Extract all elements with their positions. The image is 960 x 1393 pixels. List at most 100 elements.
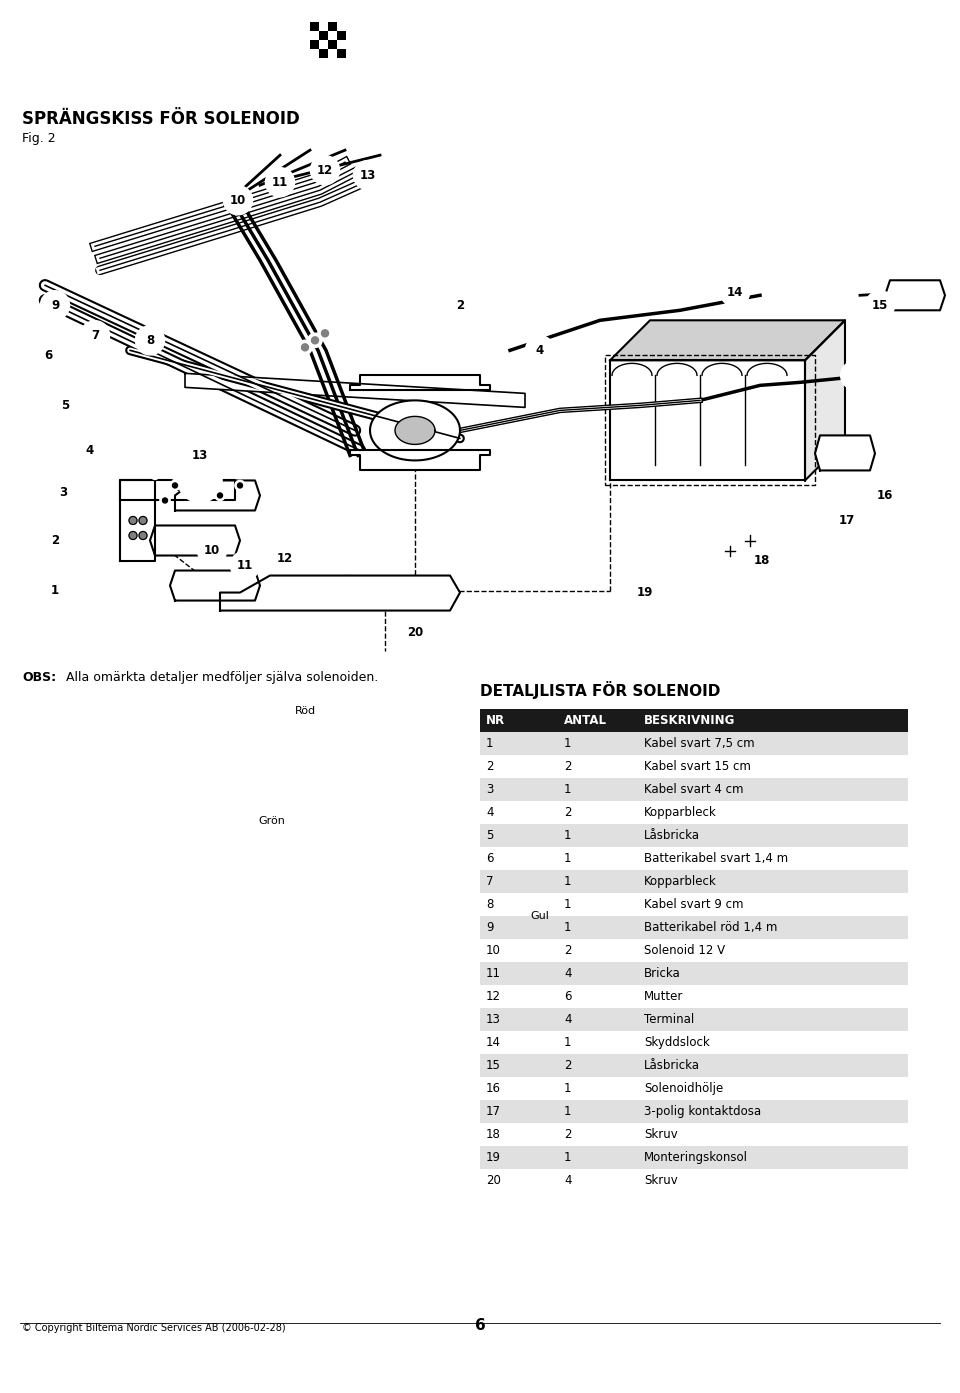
Bar bbox=[558, 1100, 638, 1123]
Bar bbox=[337, 40, 346, 49]
Polygon shape bbox=[610, 320, 845, 361]
Bar bbox=[638, 985, 908, 1009]
Circle shape bbox=[848, 368, 862, 382]
Circle shape bbox=[171, 471, 179, 479]
Bar bbox=[480, 709, 558, 731]
Text: 13: 13 bbox=[192, 449, 208, 462]
Bar bbox=[480, 963, 558, 985]
Text: 11: 11 bbox=[486, 967, 501, 979]
Text: Grön: Grön bbox=[258, 816, 285, 826]
Text: 15: 15 bbox=[872, 298, 888, 312]
Text: 1: 1 bbox=[564, 1151, 571, 1165]
Circle shape bbox=[318, 326, 332, 340]
Circle shape bbox=[187, 532, 203, 549]
Bar bbox=[558, 1055, 638, 1077]
Bar bbox=[480, 847, 558, 869]
Circle shape bbox=[333, 586, 347, 600]
Text: 10: 10 bbox=[229, 194, 246, 206]
Bar bbox=[480, 893, 558, 915]
Circle shape bbox=[49, 478, 77, 507]
Circle shape bbox=[388, 586, 402, 600]
Text: Art. 15-362: Art. 15-362 bbox=[804, 31, 910, 49]
Circle shape bbox=[748, 546, 776, 574]
Text: 9: 9 bbox=[486, 921, 493, 933]
Polygon shape bbox=[657, 364, 697, 375]
Text: 1: 1 bbox=[564, 921, 571, 933]
Bar bbox=[558, 1031, 638, 1055]
Bar bbox=[328, 40, 337, 49]
Polygon shape bbox=[185, 373, 525, 407]
Text: 5: 5 bbox=[486, 829, 493, 841]
Circle shape bbox=[266, 169, 294, 196]
Bar bbox=[638, 1169, 908, 1192]
Bar bbox=[638, 1077, 908, 1100]
Text: 2: 2 bbox=[564, 805, 571, 819]
Circle shape bbox=[173, 483, 178, 488]
Bar bbox=[638, 915, 908, 939]
Bar bbox=[558, 1123, 638, 1146]
Bar bbox=[558, 709, 638, 731]
Polygon shape bbox=[885, 280, 945, 311]
Text: 7: 7 bbox=[486, 875, 493, 887]
Circle shape bbox=[237, 483, 243, 488]
Bar bbox=[558, 915, 638, 939]
Text: 4: 4 bbox=[564, 967, 571, 979]
Bar bbox=[558, 777, 638, 801]
Text: Skruv: Skruv bbox=[644, 1174, 678, 1187]
Polygon shape bbox=[120, 481, 235, 500]
Text: 12: 12 bbox=[486, 990, 501, 1003]
Text: Bricka: Bricka bbox=[644, 967, 681, 979]
Text: 3-polig kontaktdosa: 3-polig kontaktdosa bbox=[644, 1105, 761, 1119]
Bar bbox=[328, 31, 337, 40]
Text: 12: 12 bbox=[317, 163, 333, 177]
Circle shape bbox=[308, 333, 322, 347]
Text: 2: 2 bbox=[564, 944, 571, 957]
Bar bbox=[480, 777, 558, 801]
Circle shape bbox=[276, 591, 283, 598]
Text: Låsbricka: Låsbricka bbox=[644, 829, 700, 841]
Circle shape bbox=[224, 187, 252, 215]
Circle shape bbox=[198, 536, 226, 564]
Bar bbox=[480, 1009, 558, 1031]
Circle shape bbox=[215, 490, 225, 500]
Bar bbox=[558, 731, 638, 755]
Text: 1: 1 bbox=[486, 737, 493, 749]
Text: ANTAL: ANTAL bbox=[564, 713, 607, 727]
Bar bbox=[638, 777, 908, 801]
Polygon shape bbox=[175, 481, 260, 510]
Bar bbox=[480, 1055, 558, 1077]
Bar bbox=[558, 893, 638, 915]
Circle shape bbox=[446, 291, 474, 319]
Circle shape bbox=[186, 442, 214, 469]
Bar bbox=[480, 731, 558, 755]
Circle shape bbox=[51, 391, 79, 419]
Circle shape bbox=[211, 471, 219, 479]
Text: Batterikabel röd 1,4 m: Batterikabel röd 1,4 m bbox=[644, 921, 778, 933]
Circle shape bbox=[129, 517, 137, 525]
Circle shape bbox=[139, 532, 147, 539]
Circle shape bbox=[178, 458, 222, 503]
Text: 6: 6 bbox=[474, 1318, 486, 1333]
Text: 18: 18 bbox=[486, 1128, 501, 1141]
Bar bbox=[337, 31, 346, 40]
Text: Monteringskonsol: Monteringskonsol bbox=[644, 1151, 748, 1165]
Text: Kopparbleck: Kopparbleck bbox=[644, 805, 717, 819]
Text: 1: 1 bbox=[564, 1036, 571, 1049]
Bar bbox=[558, 847, 638, 869]
Text: Röd: Röd bbox=[295, 706, 316, 716]
Bar bbox=[328, 49, 337, 59]
Bar bbox=[480, 915, 558, 939]
Bar bbox=[558, 939, 638, 963]
Text: 3: 3 bbox=[486, 783, 493, 795]
Text: 4: 4 bbox=[85, 444, 94, 457]
Circle shape bbox=[186, 467, 214, 495]
Text: Kopparbleck: Kopparbleck bbox=[644, 875, 717, 887]
Polygon shape bbox=[805, 320, 845, 481]
Circle shape bbox=[41, 577, 69, 605]
Text: Batterikabel svart 1,4 m: Batterikabel svart 1,4 m bbox=[644, 851, 788, 865]
Text: Kabel svart 9 cm: Kabel svart 9 cm bbox=[644, 898, 743, 911]
Bar bbox=[337, 49, 346, 59]
Circle shape bbox=[271, 545, 299, 573]
Polygon shape bbox=[220, 575, 460, 610]
Polygon shape bbox=[370, 400, 460, 461]
